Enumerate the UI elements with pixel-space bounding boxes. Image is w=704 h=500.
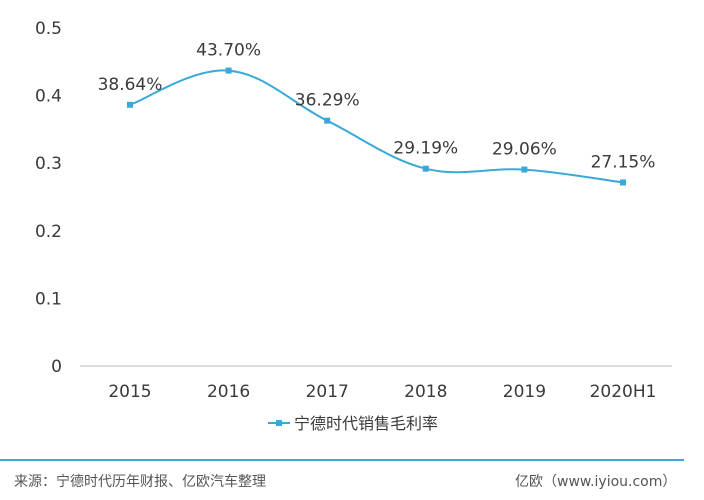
data-label: 27.15% [591,152,656,172]
x-tick-label: 2017 [306,382,349,402]
data-point [225,67,232,74]
y-tick-label: 0.4 [35,87,62,107]
data-label: 43.70% [196,41,261,61]
x-tick-label: 2016 [207,382,250,402]
series-markers [127,67,626,186]
y-axis-ticks: 0 0.1 0.2 0.3 0.4 0.5 [35,19,62,377]
y-tick-label: 0.3 [35,154,62,174]
data-label: 36.29% [295,91,360,111]
y-tick-label: 0.1 [35,289,62,309]
y-tick-label: 0 [51,357,62,377]
data-label: 29.19% [393,139,458,159]
data-labels: 38.64% 43.70% 36.29% 29.19% 29.06% 27.15% [98,41,656,173]
legend-label: 宁德时代销售毛利率 [294,414,438,433]
brand-note: 亿欧（www.iyiou.com） [515,474,677,490]
x-tick-label: 2020H1 [590,382,657,402]
data-point [521,166,528,173]
x-tick-label: 2018 [404,382,447,402]
data-label: 29.06% [492,140,557,160]
x-tick-label: 2015 [108,382,151,402]
series-line [129,69,624,184]
y-tick-label: 0.5 [35,19,62,39]
x-tick-label: 2019 [503,382,546,402]
legend-marker-icon [276,420,282,426]
data-point [422,165,429,172]
y-tick-label: 0.2 [35,222,62,242]
footer-divider [0,459,684,461]
x-axis-ticks: 2015 2016 2017 2018 2019 2020H1 [108,382,656,402]
data-point [620,179,626,186]
source-note: 来源：宁德时代历年财报、亿欧汽车整理 [14,474,266,490]
legend: 宁德时代销售毛利率 [268,414,438,433]
data-label: 38.64% [98,75,163,95]
data-point [127,101,133,108]
data-point [324,117,331,124]
